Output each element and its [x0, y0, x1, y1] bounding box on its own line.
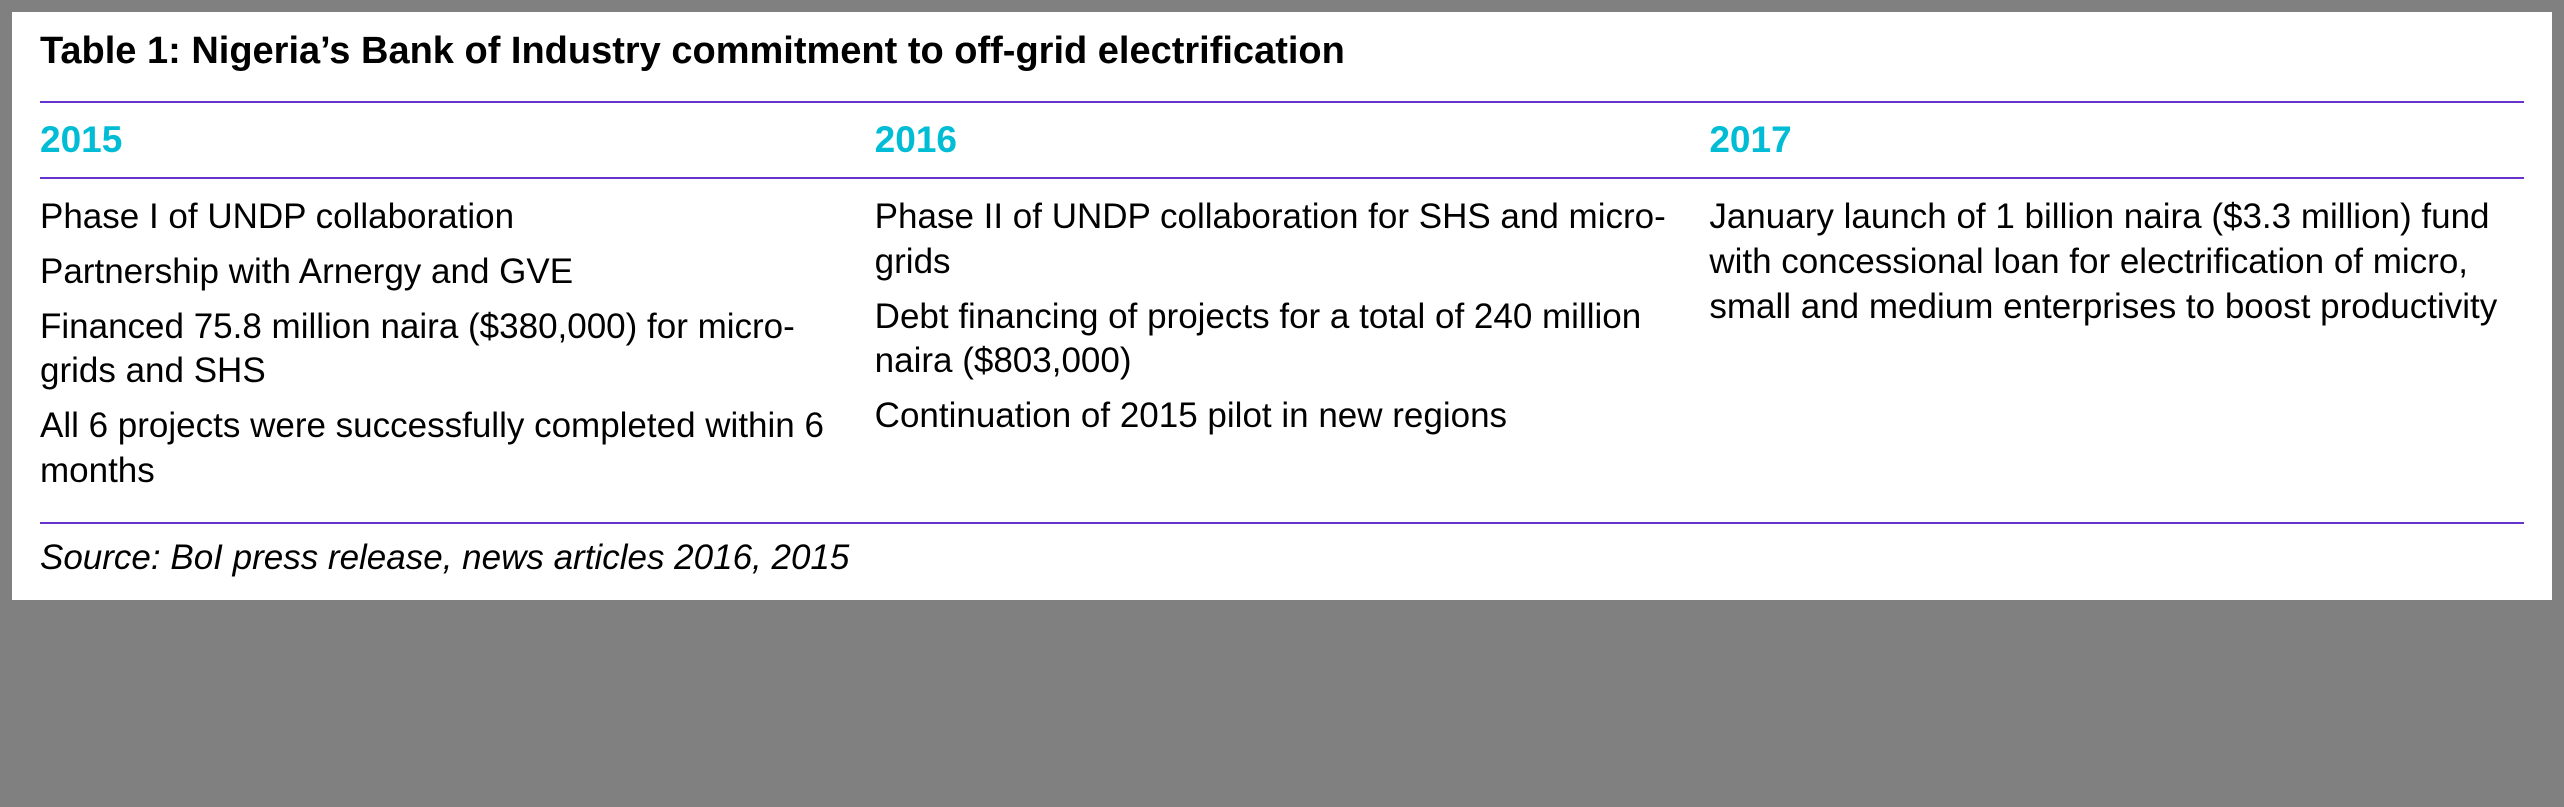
list-item: January launch of 1 billion naira ($3.3 … [1709, 195, 2524, 329]
year-body-2: January launch of 1 billion naira ($3.3 … [1709, 195, 2524, 504]
list-item: Debt financing of projects for a total o… [875, 295, 1690, 385]
rule-bot [40, 522, 2524, 524]
table-title: Table 1: Nigeria’s Bank of Industry comm… [40, 30, 2524, 73]
list-item: Phase I of UNDP collaboration [40, 195, 855, 240]
year-header-0: 2015 [40, 109, 855, 167]
table-container: Table 1: Nigeria’s Bank of Industry comm… [12, 12, 2552, 600]
header-row: 2015 2016 2017 [40, 109, 2524, 167]
year-header-1: 2016 [875, 109, 1690, 167]
body-row: Phase I of UNDP collaboration Partnershi… [40, 195, 2524, 504]
list-item: Continuation of 2015 pilot in new region… [875, 394, 1690, 439]
list-item: Phase II of UNDP collaboration for SHS a… [875, 195, 1690, 285]
source-note: Source: BoI press release, news articles… [40, 538, 2524, 578]
year-body-1: Phase II of UNDP collaboration for SHS a… [875, 195, 1690, 504]
year-body-0: Phase I of UNDP collaboration Partnershi… [40, 195, 855, 504]
list-item: Partnership with Arnergy and GVE [40, 250, 855, 295]
list-item: All 6 projects were successfully complet… [40, 404, 855, 494]
year-header-2: 2017 [1709, 109, 2524, 167]
list-item: Financed 75.8 million naira ($380,000) f… [40, 305, 855, 395]
year-label: 2017 [1709, 109, 2524, 167]
year-label: 2015 [40, 109, 855, 167]
year-label: 2016 [875, 109, 1690, 167]
rule-top [40, 101, 2524, 103]
rule-mid [40, 177, 2524, 179]
